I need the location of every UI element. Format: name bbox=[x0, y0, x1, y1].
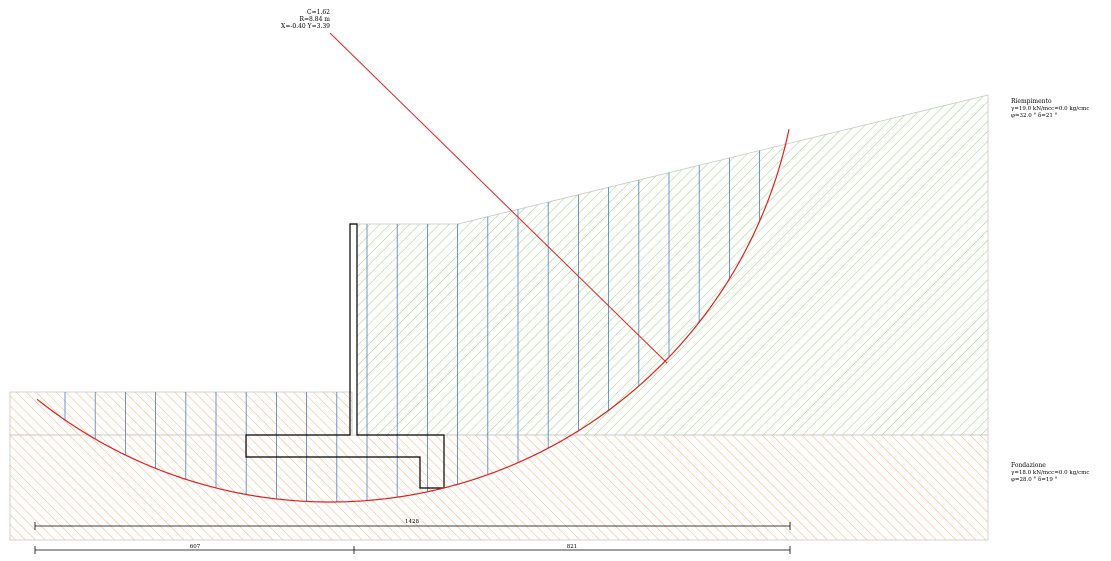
foundation-soil-region bbox=[9, 434, 989, 541]
slices-group bbox=[64, 150, 760, 502]
total-dimension: 1428 bbox=[34, 519, 791, 530]
upper-foundation-soil-region bbox=[9, 391, 353, 436]
partial-dimensions: 607 821 bbox=[34, 544, 791, 554]
center-coordinates-label: X=-0.40 Y=3.39 bbox=[281, 23, 330, 30]
circle-radius-line bbox=[329, 32, 668, 364]
backfill-soil-region bbox=[356, 94, 989, 436]
right-dimension-label: 821 bbox=[567, 544, 578, 550]
radius-label: R=8.84 m bbox=[299, 16, 330, 23]
fill-soil-name: Riempimento bbox=[1011, 98, 1052, 105]
foundation-soil-name: Fondazione bbox=[1011, 462, 1046, 469]
total-dimension-label: 1428 bbox=[405, 519, 419, 525]
safety-factor-label: C=1.62 bbox=[307, 9, 330, 16]
foundation-soil-props-1: γ=18.0 kN/mcc=0.0 kg/cmc bbox=[1011, 470, 1089, 476]
slip-circle-arc bbox=[36, 129, 790, 503]
left-dimension-label: 607 bbox=[190, 544, 201, 550]
fill-soil-props-1: γ=19.0 kN/mcc=0.0 kg/cmc bbox=[1011, 106, 1089, 112]
retaining-wall bbox=[245, 223, 445, 489]
foundation-soil-props-2: φ=28.0 ° δ=19 ° bbox=[1011, 477, 1058, 483]
fill-soil-props-2: φ=32.0 ° δ=21 ° bbox=[1011, 113, 1058, 119]
